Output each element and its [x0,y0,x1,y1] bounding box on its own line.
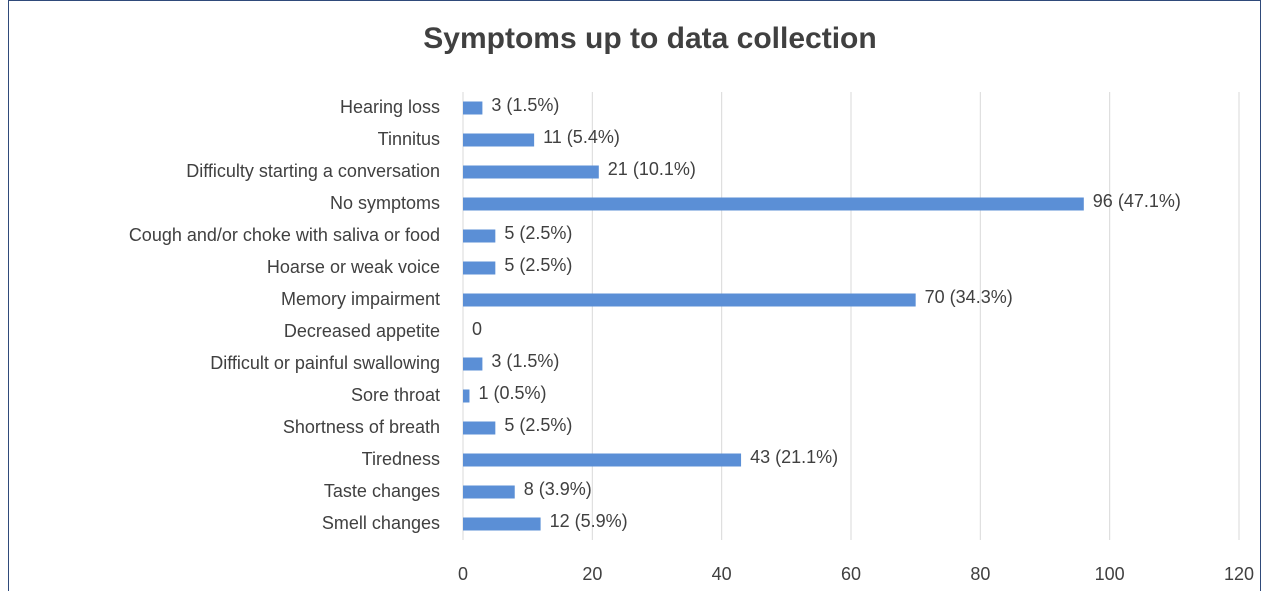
bar [463,133,535,147]
bar [463,389,470,403]
bar [463,101,483,115]
bar [463,197,1084,211]
bar [463,485,515,499]
x-tick-label: 100 [1095,564,1125,584]
bar [463,165,599,179]
y-tick-label: Shortness of breath [283,417,440,437]
data-label: 3 (1.5%) [491,95,559,115]
data-label: 12 (5.9%) [550,511,628,531]
y-tick-label: Difficulty starting a conversation [186,161,440,181]
x-tick-label: 20 [582,564,602,584]
x-tick-label: 60 [841,564,861,584]
x-tick-label: 120 [1224,564,1254,584]
x-tick-label: 0 [458,564,468,584]
data-label: 5 (2.5%) [504,223,572,243]
bar [463,517,541,531]
bar [463,453,742,467]
y-tick-label: Sore throat [351,385,440,405]
y-tick-label: Tiredness [362,449,440,469]
y-tick-label: Tinnitus [378,129,440,149]
data-label: 43 (21.1%) [750,447,838,467]
chart-title: Symptoms up to data collection [423,22,876,55]
data-label: 96 (47.1%) [1093,191,1181,211]
y-tick-label: Hearing loss [340,97,440,117]
y-tick-label: Cough and/or choke with saliva or food [129,225,440,245]
bar [463,293,916,307]
y-tick-label: Difficult or painful swallowing [210,353,440,373]
x-tick-label: 80 [970,564,990,584]
y-tick-label: No symptoms [330,193,440,213]
data-label: 1 (0.5%) [478,383,546,403]
data-label: 70 (34.3%) [925,287,1013,307]
data-label: 0 [472,319,482,339]
y-tick-label: Memory impairment [281,289,440,309]
bar [463,229,496,243]
data-label: 5 (2.5%) [504,255,572,275]
bar [463,421,496,435]
data-label: 5 (2.5%) [504,415,572,435]
data-label: 11 (5.4%) [543,127,620,147]
data-label: 21 (10.1%) [608,159,696,179]
y-tick-label: Taste changes [324,481,440,501]
bar [463,357,483,371]
chart-border [8,0,1261,591]
y-tick-label: Smell changes [322,513,440,533]
y-tick-label: Decreased appetite [284,321,440,341]
data-label: 8 (3.9%) [524,479,592,499]
data-label: 3 (1.5%) [491,351,559,371]
y-tick-label: Hoarse or weak voice [267,257,440,277]
bar [463,261,496,275]
x-tick-label: 40 [712,564,732,584]
